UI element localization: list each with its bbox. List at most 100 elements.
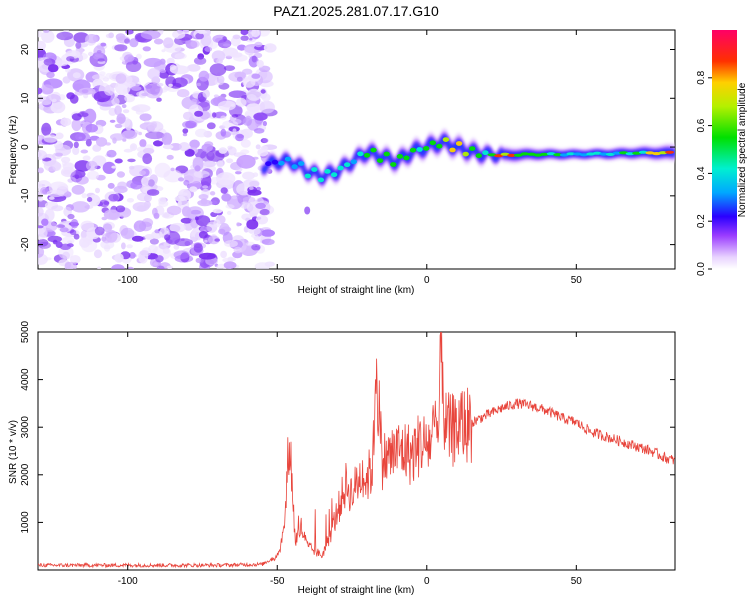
noise-blob	[178, 142, 190, 152]
y-tick-label: -20	[20, 237, 31, 252]
signal-ridge-peak	[482, 150, 489, 156]
noise-blob	[38, 181, 42, 189]
noise-blob	[38, 150, 48, 160]
signal-ridge-peak	[396, 154, 404, 159]
noise-blob	[59, 243, 72, 250]
signal-ridge-peak	[566, 152, 576, 156]
noise-blob	[69, 94, 79, 104]
signal-ridge-peak	[665, 150, 675, 154]
noise-blob	[141, 92, 149, 97]
signal-ridge-band	[262, 133, 675, 185]
noise-blob	[253, 128, 265, 134]
noise-blob	[206, 122, 216, 130]
noise-blob	[92, 144, 102, 152]
noise-blob	[164, 234, 171, 241]
noise-blob	[110, 133, 126, 141]
noise-blob	[50, 101, 66, 114]
noise-blob	[122, 88, 128, 94]
noise-blob	[131, 145, 136, 150]
noise-blob	[226, 210, 232, 215]
noise-blob	[202, 89, 210, 98]
noise-blob	[85, 123, 99, 133]
signal-ridge-peak	[370, 147, 377, 153]
noise-blob	[165, 76, 177, 88]
noise-blob	[86, 197, 93, 202]
signal-ridge-peak	[416, 147, 423, 152]
noise-blob	[97, 58, 105, 62]
y-tick-label: 5000	[20, 320, 31, 343]
noise-blob	[204, 239, 208, 243]
noise-blob	[46, 71, 55, 79]
noise-blob	[240, 35, 249, 41]
noise-blob	[230, 257, 236, 262]
noise-blob	[260, 89, 266, 94]
noise-blob	[60, 117, 72, 127]
noise-blob	[191, 98, 198, 104]
noise-blob	[162, 248, 170, 254]
y-tick-label: 4000	[20, 368, 31, 391]
noise-blob	[121, 104, 127, 109]
noise-blob	[207, 235, 220, 245]
signal-ridge-peak	[442, 137, 450, 143]
spectrogram-x-label: Height of straight line (km)	[298, 285, 415, 296]
noise-blob	[222, 257, 233, 263]
noise-blob	[182, 132, 188, 137]
noise-blob	[195, 216, 199, 221]
noise-blob	[218, 228, 226, 235]
noise-blob	[216, 75, 225, 84]
noise-blob	[253, 112, 268, 121]
noise-blob	[64, 261, 72, 269]
noise-blob	[114, 253, 124, 263]
spectrogram-noise-region	[38, 30, 278, 269]
noise-blob	[174, 238, 193, 247]
signal-ridge-peak	[324, 169, 331, 174]
noise-blob	[79, 120, 85, 125]
noise-blob	[166, 205, 182, 216]
signal-ridge-peak	[363, 152, 371, 158]
noise-blob	[204, 46, 213, 52]
spectrogram-y-label: Frequency (Hz)	[8, 116, 19, 185]
noise-blob	[209, 191, 216, 196]
signal-ridge-peak	[462, 151, 469, 157]
noise-blob	[104, 229, 118, 243]
noise-blob	[253, 236, 262, 241]
noise-blob	[174, 53, 187, 60]
noise-blob	[193, 56, 207, 65]
noise-blob	[230, 52, 243, 58]
noise-blob	[264, 261, 275, 267]
noise-blob	[139, 113, 152, 122]
noise-blob	[51, 205, 64, 212]
noise-blob	[124, 38, 130, 44]
noise-blob	[153, 60, 166, 71]
noise-blob	[80, 230, 87, 239]
noise-blob	[193, 242, 203, 249]
noise-blob	[87, 51, 94, 57]
noise-blob	[161, 132, 173, 146]
noise-blob	[79, 237, 90, 248]
noise-blob	[198, 252, 216, 260]
noise-blob	[139, 250, 149, 256]
noise-blob	[256, 60, 264, 68]
signal-ridge-peak	[350, 159, 357, 165]
noise-blob	[169, 143, 182, 151]
noise-blob	[43, 30, 50, 33]
noise-blob	[236, 154, 256, 169]
noise-blob	[173, 250, 190, 260]
noise-blob	[55, 224, 66, 228]
noise-blob	[252, 172, 259, 177]
noise-blob	[138, 131, 143, 136]
noise-blob	[172, 30, 186, 39]
noise-blob	[136, 205, 147, 212]
noise-blob	[198, 70, 210, 82]
noise-blob	[249, 37, 253, 41]
noise-blob	[100, 42, 107, 47]
noise-blob	[93, 45, 106, 58]
noise-blob	[173, 244, 180, 250]
noise-blob	[125, 60, 142, 72]
colorbar-gradient	[712, 30, 737, 269]
noise-blob	[168, 83, 173, 87]
noise-blob	[232, 34, 241, 40]
noise-blob	[242, 196, 256, 203]
noise-blob	[43, 160, 62, 172]
noise-blob	[231, 195, 237, 200]
